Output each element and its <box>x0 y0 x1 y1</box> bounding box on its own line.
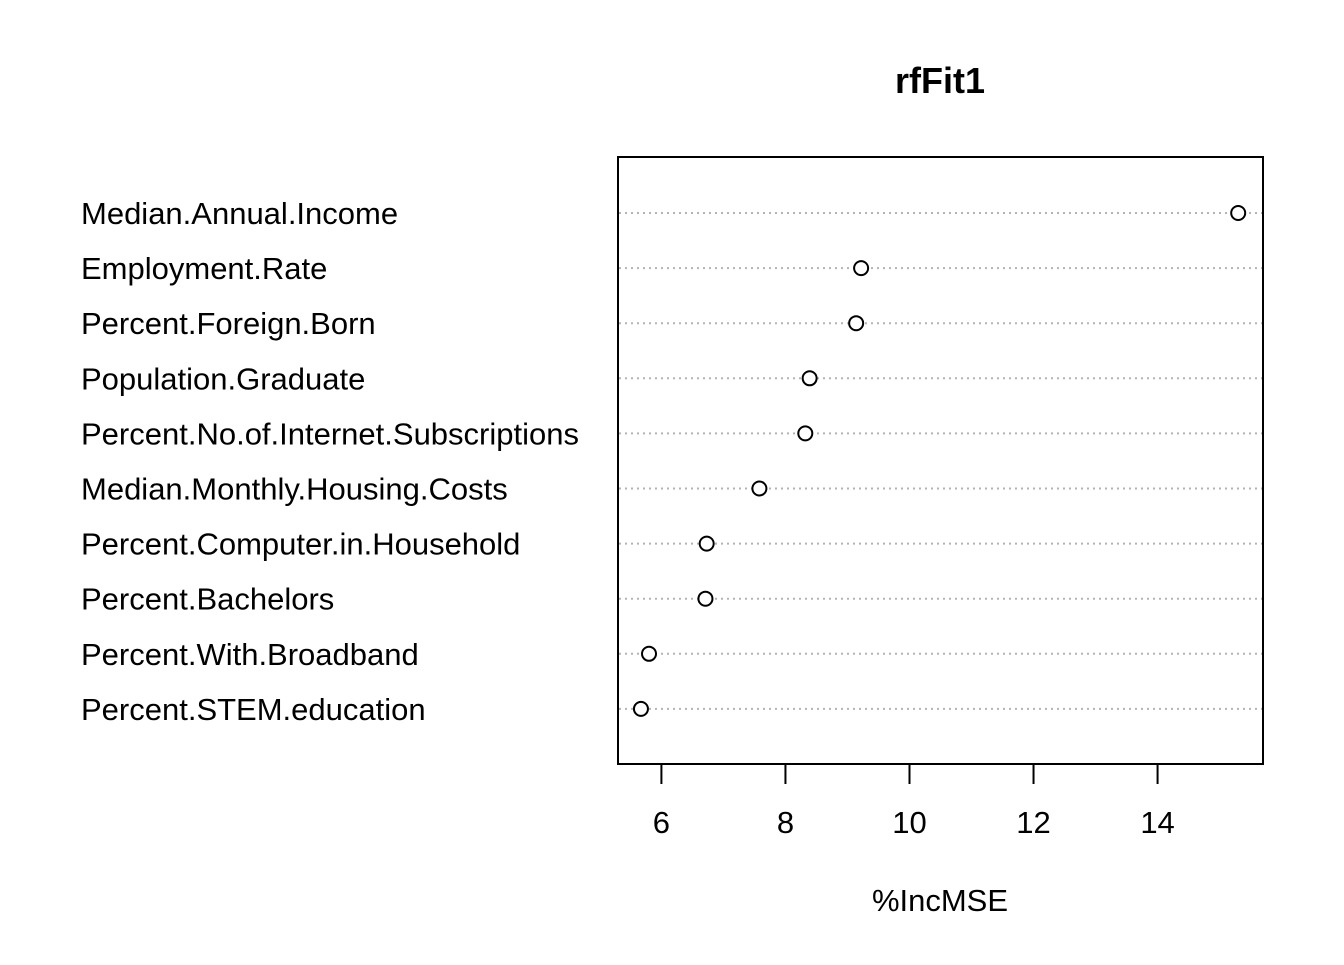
data-point <box>751 480 768 497</box>
data-point <box>801 370 818 387</box>
x-tick-label: 8 <box>777 805 794 840</box>
category-label: Percent.Computer.in.Household <box>81 527 520 562</box>
data-point <box>848 315 865 332</box>
category-label: Employment.Rate <box>81 251 327 286</box>
category-label: Percent.Bachelors <box>81 582 334 617</box>
category-label: Percent.Foreign.Born <box>81 306 376 341</box>
category-label: Median.Annual.Income <box>81 196 398 231</box>
category-label: Percent.No.of.Internet.Subscriptions <box>81 416 579 451</box>
data-point <box>632 700 649 717</box>
data-point <box>797 425 814 442</box>
grid-lines <box>619 212 1262 710</box>
x-tick-label: 14 <box>1140 805 1174 840</box>
category-label: Percent.STEM.education <box>81 692 426 727</box>
x-tick-label: 10 <box>892 805 926 840</box>
category-label: Median.Monthly.Housing.Costs <box>81 472 508 507</box>
data-point <box>853 260 870 277</box>
data-point <box>1230 205 1247 221</box>
x-tick-label: 6 <box>653 805 670 840</box>
plot-frame <box>617 156 1264 765</box>
category-label: Percent.With.Broadband <box>81 637 419 672</box>
chart-title: rfFit1 <box>895 60 985 101</box>
x-tick-label: 12 <box>1016 805 1050 840</box>
x-axis-label: %IncMSE <box>872 883 1008 918</box>
category-label: Population.Graduate <box>81 361 365 396</box>
data-points <box>632 205 1247 717</box>
data-point <box>641 645 658 662</box>
data-point <box>697 590 714 607</box>
x-axis: 6 8 10 12 14 <box>653 763 1175 840</box>
category-labels: Median.Annual.Income Employment.Rate Perce… <box>81 196 579 727</box>
data-point <box>698 535 715 552</box>
